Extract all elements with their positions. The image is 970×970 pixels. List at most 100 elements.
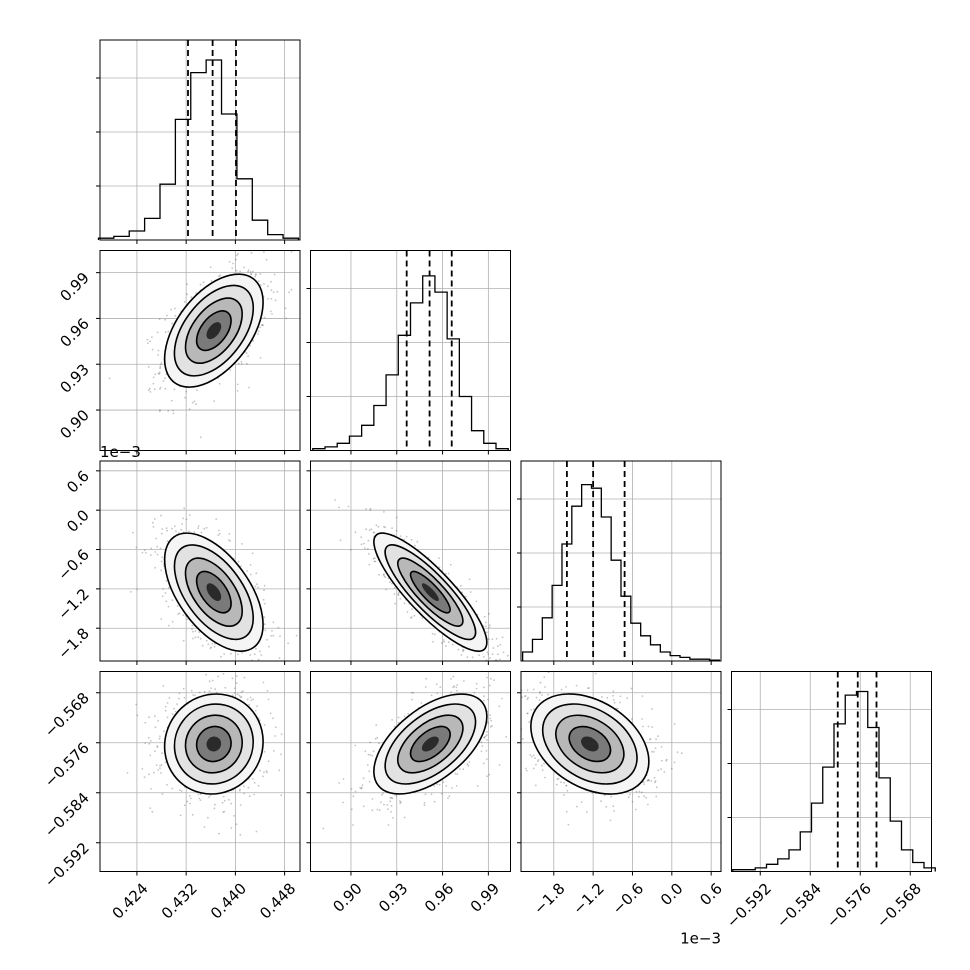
scatter-point — [642, 725, 644, 728]
scatter-point — [457, 648, 460, 651]
scatter-point — [222, 811, 225, 813]
scatter-point — [164, 318, 167, 321]
scatter-point — [363, 547, 366, 550]
scatter-point — [156, 331, 159, 334]
scatter-point — [468, 761, 471, 763]
scatter-point — [410, 538, 413, 541]
scatter-point — [233, 674, 235, 676]
scatter-point — [475, 600, 478, 603]
scatter-point — [192, 630, 194, 633]
scatter-point — [196, 389, 198, 391]
scatter-point — [178, 692, 181, 695]
scatter-point — [230, 652, 232, 655]
scatter-point — [450, 678, 452, 680]
scatter-point — [150, 788, 152, 790]
scatter-point — [171, 787, 174, 790]
scatter-point — [448, 795, 451, 798]
scatter-point — [256, 217, 258, 219]
scatter-point — [385, 588, 387, 591]
scatter-point — [251, 270, 254, 273]
scatter-point — [253, 653, 256, 656]
scatter-point — [483, 686, 485, 689]
scatter-point — [371, 754, 374, 757]
scatter-point — [361, 784, 364, 787]
scatter-point — [232, 262, 235, 265]
scatter-point — [184, 396, 187, 399]
scatter-point — [483, 667, 485, 669]
scatter-point — [278, 657, 281, 659]
x-tick-label: −0.568 — [873, 880, 925, 932]
scatter-point — [147, 342, 149, 344]
scatter-point — [454, 772, 457, 775]
scatter-point — [149, 740, 152, 742]
scatter-point — [188, 514, 191, 516]
scatter-point — [378, 573, 380, 576]
scatter-point — [153, 715, 156, 718]
scatter-point — [235, 675, 238, 677]
scatter-point — [445, 785, 448, 787]
scatter-point — [167, 330, 170, 333]
scatter-point — [354, 744, 357, 747]
scatter-point — [166, 540, 169, 542]
scatter-point — [248, 703, 251, 706]
scatter-point — [176, 703, 179, 705]
y-tick-label: −0.584 — [41, 789, 93, 841]
scatter-point — [411, 608, 413, 610]
scatter-point — [267, 701, 269, 703]
scatter-point — [267, 285, 269, 288]
scatter-point — [463, 680, 465, 682]
scatter-point — [424, 793, 427, 796]
scatter-point — [235, 269, 238, 272]
scatter-point — [266, 689, 269, 692]
scatter-point — [190, 689, 193, 692]
density-contour — [373, 693, 488, 795]
scatter-point — [144, 721, 147, 724]
scatter-point — [188, 794, 191, 797]
scatter-point — [391, 582, 393, 585]
scatter-point — [322, 827, 325, 830]
scatter-point — [250, 699, 253, 702]
scatter-point — [183, 507, 186, 510]
scatter-point — [160, 532, 163, 535]
scatter-point — [360, 787, 363, 790]
scatter-point — [391, 719, 393, 721]
histogram-panel: −0.592−0.584−0.576−0.568 — [723, 671, 936, 932]
scatter-point — [484, 735, 487, 738]
scatter-point — [483, 615, 486, 618]
scatter-point — [466, 763, 469, 766]
scatter-point — [272, 291, 275, 294]
scatter-point — [460, 654, 463, 656]
scatter-point — [230, 827, 233, 829]
scatter-point — [257, 330, 260, 333]
scatter-point — [492, 647, 495, 649]
scatter-point — [462, 649, 464, 651]
scatter-point — [166, 529, 169, 532]
scatter-point — [181, 523, 183, 525]
scatter-point — [257, 333, 259, 335]
x-tick-label: 0.93 — [375, 880, 411, 916]
scatter-panel: 0.900.930.960.99 — [56, 217, 301, 455]
y-tick-label: 0.93 — [56, 360, 92, 396]
scatter-point — [149, 554, 152, 557]
scatter-point — [497, 645, 499, 648]
scatter-point — [253, 781, 256, 784]
scatter-point — [365, 508, 367, 510]
scatter-point — [160, 560, 163, 563]
scatter-point — [159, 386, 162, 389]
scatter-point — [556, 778, 559, 781]
scatter-point — [382, 792, 384, 794]
scatter-point — [157, 769, 160, 771]
scatter-point — [483, 699, 485, 702]
scatter-point — [475, 682, 478, 685]
scatter-point — [378, 809, 381, 811]
scatter-point — [175, 530, 177, 533]
scatter-point — [237, 666, 239, 668]
scatter-point — [153, 518, 156, 520]
scatter-point — [162, 380, 165, 382]
scatter-point — [395, 794, 398, 797]
scatter-point — [249, 271, 252, 273]
scatter-point — [630, 687, 633, 690]
scatter-point — [436, 692, 439, 695]
scatter-point — [188, 530, 191, 533]
scatter-point — [499, 658, 501, 661]
